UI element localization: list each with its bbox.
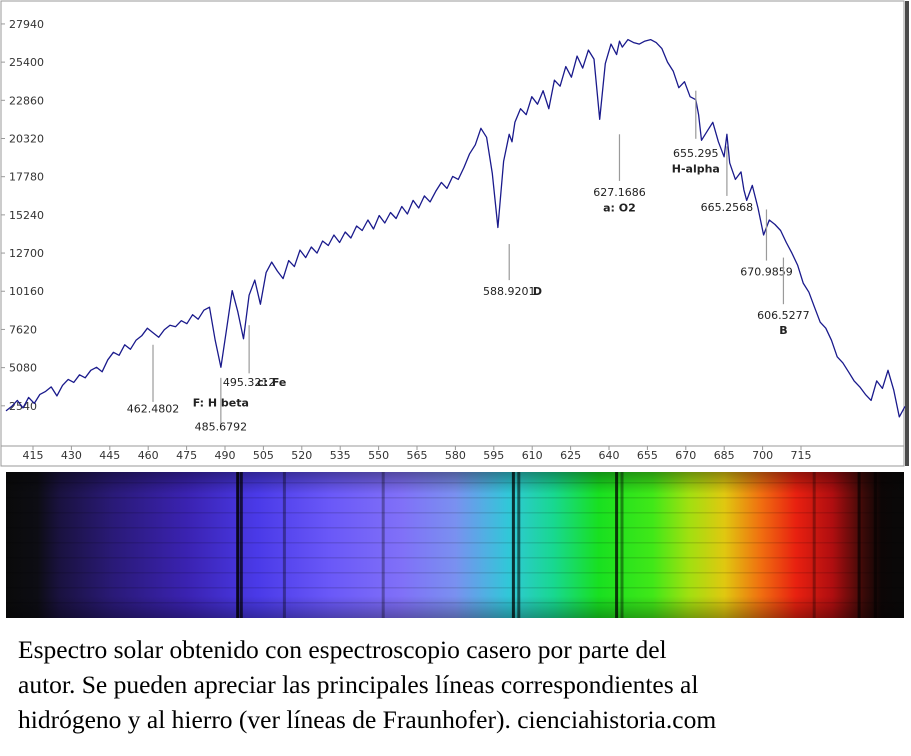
fraunhofer-line-name: F: H beta: [193, 396, 249, 409]
wavelength-label: 606.5277: [757, 309, 810, 322]
wavelength-label: 462.4802: [127, 402, 180, 415]
y-tick-label: 2540: [9, 400, 37, 413]
y-tick-label: 17780: [9, 171, 44, 184]
caption-line-1: Espectro solar obtenido con espectroscop…: [18, 635, 667, 664]
x-tick-label: 595: [483, 449, 504, 462]
x-tick-label: 685: [714, 449, 735, 462]
y-tick-label: 27940: [9, 18, 44, 31]
fraunhofer-line-name: B: [779, 324, 787, 337]
x-tick-label: 640: [599, 449, 620, 462]
x-tick-label: 520: [291, 449, 312, 462]
y-tick-label: 5080: [9, 362, 37, 375]
x-tick-label: 655: [637, 449, 658, 462]
x-tick-label: 580: [445, 449, 466, 462]
spectrum-chart: 2540 5080 7620 10160 12700 15240 17780 20320 228…: [0, 0, 911, 468]
x-tick-label: 565: [407, 449, 428, 462]
y-tick-label: 12700: [9, 247, 44, 260]
y-tick-label: 22860: [9, 94, 44, 107]
spectrum-intensity-line: [5, 38, 906, 418]
spectrum-photo-strip: [6, 472, 904, 618]
x-tick-label: 550: [368, 449, 389, 462]
wavelength-label: 495.3212: [223, 376, 276, 389]
figure-caption: Espectro solar obtenido con espectroscop…: [18, 632, 898, 737]
fraunhofer-line-name: D: [533, 285, 542, 298]
fraunhofer-line-name: c: Fe: [257, 376, 286, 389]
y-tick-label: 20320: [9, 132, 44, 145]
x-tick-label: 625: [560, 449, 581, 462]
x-tick-label: 700: [752, 449, 773, 462]
wavelength-label: 627.1686: [593, 186, 646, 199]
wavelength-label: 655.295: [673, 147, 719, 160]
wavelength-label: 670.9859: [740, 266, 793, 279]
x-tick-label: 415: [23, 449, 44, 462]
x-tick-label: 445: [99, 449, 120, 462]
fraunhofer-line-name: a: O2: [603, 202, 636, 215]
x-tick-label: 670: [675, 449, 696, 462]
x-tick-label: 610: [522, 449, 543, 462]
caption-line-2: autor. Se pueden apreciar las principale…: [18, 670, 699, 699]
y-tick-label: 15240: [9, 209, 44, 222]
spectrum-chart-svg: 2540 5080 7620 10160 12700 15240 17780 20320 228…: [0, 0, 909, 467]
spectrum-strip-svg: [6, 472, 904, 618]
x-tick-label: 490: [215, 449, 236, 462]
fraunhofer-line-name: H-alpha: [672, 163, 720, 176]
wavelength-label: 588.9201: [483, 285, 536, 298]
y-tick-label: 25400: [9, 56, 44, 69]
x-tick-label: 475: [176, 449, 197, 462]
wavelength-label: 665.2568: [701, 201, 754, 214]
x-tick-label: 715: [791, 449, 812, 462]
y-tick-label: 10160: [9, 285, 44, 298]
x-tick-label: 460: [138, 449, 159, 462]
x-tick-label: 430: [61, 449, 82, 462]
x-tick-label: 535: [330, 449, 351, 462]
caption-line-3: hidrógeno y al hierro (ver líneas de Fra…: [18, 705, 717, 734]
y-tick-label: 7620: [9, 323, 37, 336]
plot-frame: [0, 0, 905, 467]
wavelength-label: 485.6792: [195, 420, 248, 433]
right-edge-bar: [905, 1, 909, 466]
strip-shading: [6, 472, 904, 618]
x-tick-label: 505: [253, 449, 274, 462]
